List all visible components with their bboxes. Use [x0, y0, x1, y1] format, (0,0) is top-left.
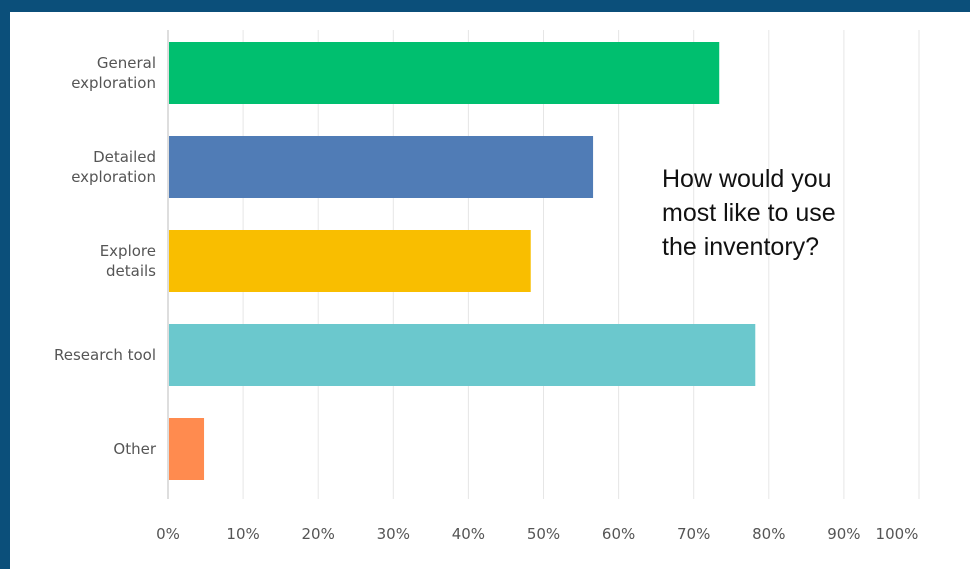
bar: [169, 42, 720, 104]
tick-label: 50%: [527, 525, 560, 543]
tick-label: 100%: [876, 525, 919, 543]
tick-label: 20%: [302, 525, 335, 543]
tick-label: 40%: [452, 525, 485, 543]
bar: [169, 136, 594, 198]
category-label: General exploration: [71, 54, 156, 92]
bar-chart: General exploration Detailed exploration Exp…: [54, 30, 920, 543]
tick-label: 80%: [752, 525, 785, 543]
category-label: Explore details: [100, 242, 156, 280]
category-labels: General exploration Detailed exploration Exp…: [54, 54, 157, 458]
category-label: Other: [113, 440, 156, 458]
chart-panel: General exploration Detailed exploration Exp…: [10, 12, 970, 569]
category-label: Detailed exploration: [71, 148, 156, 186]
question-text: How would you most like to use the inven…: [662, 165, 836, 261]
bar: [169, 324, 756, 386]
bar-layer: [169, 42, 756, 480]
tick-label: 60%: [602, 525, 635, 543]
grid-layer: [242, 30, 920, 499]
bar: [169, 230, 531, 292]
tick-labels: 0% 10% 20% 30% 40% 50% 60% 70% 80% 90% 100%: [156, 525, 918, 543]
tick-label: 70%: [677, 525, 710, 543]
category-label: Research tool: [54, 346, 156, 364]
tick-label: 0%: [156, 525, 180, 543]
tick-label: 30%: [377, 525, 410, 543]
tick-label: 10%: [226, 525, 259, 543]
bar: [169, 418, 205, 480]
tick-label: 90%: [827, 525, 860, 543]
